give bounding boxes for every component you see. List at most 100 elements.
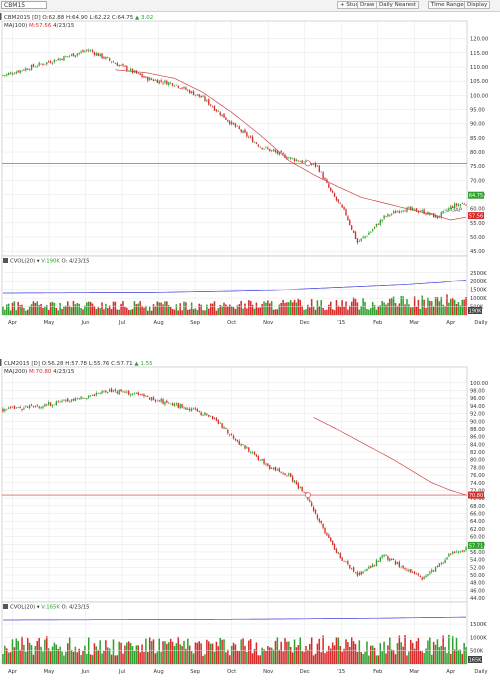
volume-bar	[248, 300, 250, 315]
volume-bar	[169, 306, 172, 315]
candle-body	[463, 204, 465, 205]
time-tick-label: '15	[337, 669, 345, 675]
volume-label: CVOL(20) ▾ V:165K O: 4/23/15	[10, 605, 89, 611]
volume-bar	[318, 638, 321, 664]
volume-bar	[158, 302, 160, 315]
candle-body	[246, 132, 248, 137]
candle-body	[272, 467, 275, 470]
alert-marker[interactable]	[304, 160, 311, 167]
candle-body	[286, 157, 288, 159]
volume-bar	[57, 310, 59, 315]
panel-handle-icon[interactable]	[0, 359, 2, 366]
candle-body	[303, 492, 305, 493]
volume-bar	[225, 304, 227, 315]
volume-bar	[221, 639, 223, 664]
candle-body	[282, 153, 284, 155]
volume-bar	[249, 639, 252, 664]
time-tick-label: Feb	[373, 320, 383, 326]
candle-body	[67, 56, 69, 57]
volume-bar	[213, 651, 216, 664]
candle-body	[2, 408, 4, 412]
candle-body	[8, 407, 10, 409]
volume-bar	[448, 634, 450, 664]
candle-body	[431, 569, 433, 572]
volume-bar	[11, 302, 14, 315]
volume-panel-icon[interactable]	[3, 604, 8, 609]
candle-body	[6, 73, 8, 76]
candle-body	[440, 563, 442, 565]
alert-marker[interactable]	[304, 492, 311, 498]
volume-bar	[66, 301, 69, 315]
volume-bar	[80, 655, 82, 664]
candle-body	[173, 403, 176, 406]
candle-body	[206, 413, 208, 415]
candle-body	[129, 394, 132, 396]
volume-bar	[440, 645, 443, 664]
time-tick-label: Mar	[409, 669, 420, 675]
candle-body	[404, 567, 406, 570]
candle-body	[49, 61, 52, 63]
volume-bar	[40, 303, 42, 315]
volume-bar	[139, 652, 141, 664]
draw-menu-button[interactable]: Draw	[357, 1, 378, 9]
price-tick-label: 45.00	[470, 249, 485, 255]
display-button[interactable]: Display	[464, 1, 491, 9]
candle-body	[288, 473, 290, 476]
volume-bar	[87, 301, 90, 315]
candle-body	[40, 407, 42, 409]
volume-bar	[413, 296, 416, 315]
time-range-button[interactable]: Time Range	[428, 1, 467, 9]
volume-bar	[53, 642, 56, 664]
volume-bar	[219, 304, 221, 315]
volume-bar	[396, 305, 399, 315]
volume-bar	[389, 298, 391, 315]
candle-body	[286, 475, 288, 477]
candle-body	[455, 203, 458, 206]
candle-body	[152, 397, 155, 400]
candle-body	[398, 561, 401, 567]
candle-body	[364, 236, 366, 238]
period-label: Daily	[474, 320, 487, 326]
volume-bar	[99, 308, 101, 315]
volume-bar	[244, 303, 246, 315]
candle-body	[217, 419, 219, 424]
volume-bar	[461, 653, 463, 664]
volume-bar	[356, 302, 359, 315]
candle-body	[198, 94, 200, 97]
panel-handle-icon[interactable]	[0, 13, 2, 20]
candle-body	[253, 452, 256, 455]
candle-body	[28, 69, 31, 71]
volume-bar	[19, 305, 21, 315]
candle-body	[17, 70, 19, 73]
candle-body	[210, 415, 212, 417]
price-tick-label: 120.00	[470, 37, 488, 43]
volume-bar	[417, 299, 420, 315]
volume-bar	[375, 655, 378, 664]
volume-bar	[427, 297, 429, 315]
candle-body	[427, 574, 429, 576]
symbol-input[interactable]: CBM15	[1, 1, 47, 9]
candle-body	[379, 557, 381, 562]
price-tick-label: 48.00	[470, 581, 485, 587]
volume-bar	[118, 309, 120, 315]
volume-bar	[120, 642, 122, 664]
candle-body	[326, 533, 328, 536]
candle-body	[9, 72, 12, 74]
volume-panel-icon[interactable]	[3, 258, 8, 263]
candle-body	[103, 57, 105, 59]
candle-body	[345, 561, 347, 563]
price-tick-label: 60.00	[470, 535, 485, 541]
gap-annotation: GAP	[451, 208, 463, 214]
volume-bar	[463, 642, 465, 664]
candle-body	[61, 58, 63, 60]
volume-bar	[356, 651, 359, 664]
candle-body	[63, 56, 65, 61]
volume-bar	[337, 305, 340, 315]
candle-body	[314, 509, 317, 514]
volume-bar	[2, 306, 4, 315]
interval-select[interactable]: Daily Nearest	[376, 1, 420, 9]
volume-bar	[194, 642, 197, 664]
candle-body	[110, 388, 113, 392]
volume-bar	[402, 646, 404, 664]
candle-body	[114, 389, 117, 392]
